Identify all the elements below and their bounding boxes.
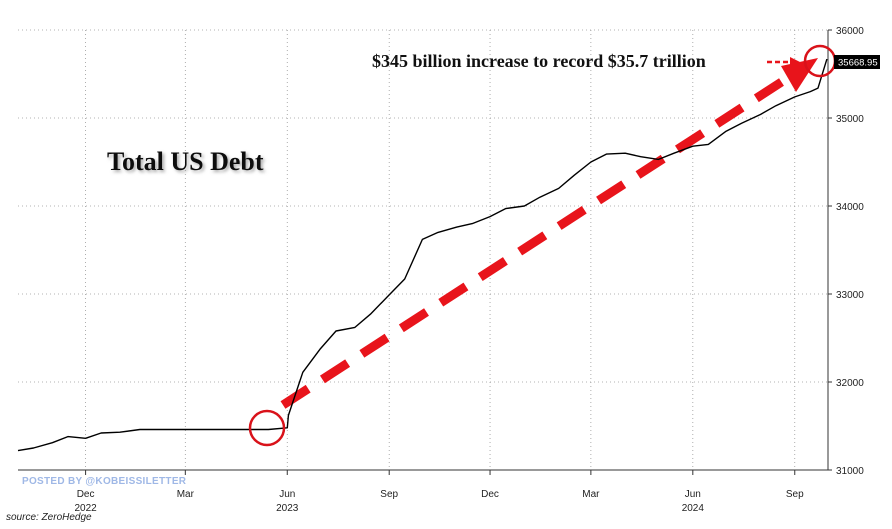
- y-tick-label: 31000: [836, 466, 864, 477]
- y-tick-label: 34000: [836, 202, 864, 213]
- y-axis: 31000 32000 33000 34000 35000 36000: [828, 26, 864, 477]
- x-tick-label: Dec: [481, 489, 499, 500]
- chart-title: Total US Debt: [107, 147, 264, 176]
- grid: [18, 29, 828, 471]
- last-value-box: [834, 55, 880, 69]
- x-year-label: 2024: [682, 503, 705, 514]
- x-tick-label: Sep: [380, 489, 398, 500]
- x-axis: Dec Mar Jun Sep Dec Mar Jun Sep: [77, 470, 804, 500]
- last-value-label: 35668.95: [838, 58, 878, 69]
- watermark: POSTED BY @KOBEISSILETTER: [22, 476, 187, 487]
- x-tick-label: Jun: [685, 489, 701, 500]
- x-year-label: 2022: [74, 503, 97, 514]
- x-tick-label: Sep: [786, 489, 804, 500]
- x-year-label: 2023: [276, 503, 299, 514]
- trend-arrow-line: [280, 66, 803, 409]
- x-tick-label: Dec: [77, 489, 95, 500]
- highlight-circle-start: [248, 409, 286, 447]
- x-tick-label: Jun: [279, 489, 295, 500]
- y-tick-label: 32000: [836, 378, 864, 389]
- x-axis-years: 2022 2023 2024: [74, 503, 704, 514]
- series-line-total-us-debt: [17, 58, 828, 452]
- annotation-text: $345 billion increase to record $35.7 tr…: [372, 51, 706, 71]
- x-tick-label: Mar: [177, 489, 195, 500]
- y-tick-label: 33000: [836, 290, 864, 301]
- annotation-arrow-head: [790, 57, 800, 67]
- y-tick-label: 35000: [836, 114, 864, 125]
- source-note: source: ZeroHedge: [6, 512, 92, 523]
- y-tick-label: 36000: [836, 26, 864, 37]
- x-tick-label: Mar: [582, 489, 600, 500]
